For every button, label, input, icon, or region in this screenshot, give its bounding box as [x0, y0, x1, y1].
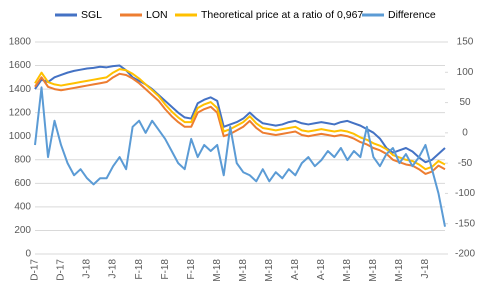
y-tick-label: 200 [14, 225, 31, 236]
y-tick-label: 0 [25, 249, 31, 260]
y-tick-label: 1400 [9, 84, 32, 95]
y-tick-label: 800 [14, 154, 31, 165]
y2-tick-label: 50 [459, 97, 471, 108]
x-tick-label: M-18 [394, 259, 405, 282]
y2-tick-label: -50 [458, 158, 473, 169]
y2-tick-label: 0 [462, 127, 468, 138]
y-tick-label: 1800 [9, 37, 32, 48]
y2-tick-label: -200 [455, 249, 475, 260]
x-tick-label: F-18 [160, 259, 171, 280]
y2-tick-label: -150 [455, 218, 475, 229]
x-tick-label: M-18 [264, 259, 275, 282]
y-tick-label: 600 [14, 178, 31, 189]
series-line [34, 68, 446, 171]
x-tick-label: M-18 [238, 259, 249, 282]
y2-tick-label: 150 [457, 37, 474, 48]
x-tick-label: M-18 [368, 259, 379, 282]
x-tick-label: F-18 [134, 259, 145, 280]
y2-tick-label: 100 [457, 67, 474, 78]
legend-label: Theoretical price at a ratio of 0,967 [201, 9, 363, 21]
legend-label: LON [146, 9, 168, 21]
legend-label: Difference [388, 9, 436, 21]
x-tick-label: F-18 [186, 259, 197, 280]
x-tick-label: A-18 [290, 259, 301, 281]
series-line [34, 72, 446, 175]
legend: SGL LON Theoretical price at a ratio of 0,… [55, 9, 436, 21]
y-tick-label: 1000 [9, 131, 32, 142]
x-tick-label: M-18 [342, 259, 353, 282]
x-tick-label: M-18 [212, 259, 223, 282]
x-tick-label: D-17 [56, 259, 67, 281]
x-tick-label: J-18 [420, 259, 431, 279]
series-line [34, 86, 446, 227]
x-tick-label: D-17 [30, 259, 41, 281]
x-tick-label: A-18 [316, 259, 327, 281]
legend-label: SGL [81, 9, 102, 21]
y2-tick-label: -100 [455, 188, 475, 199]
series-line [34, 64, 446, 164]
x-tick-label: J-18 [108, 259, 119, 279]
y-tick-label: 1600 [9, 60, 32, 71]
x-tick-label: J-18 [82, 259, 93, 279]
y-tick-label: 1200 [9, 107, 32, 118]
y-tick-label: 400 [14, 202, 31, 213]
